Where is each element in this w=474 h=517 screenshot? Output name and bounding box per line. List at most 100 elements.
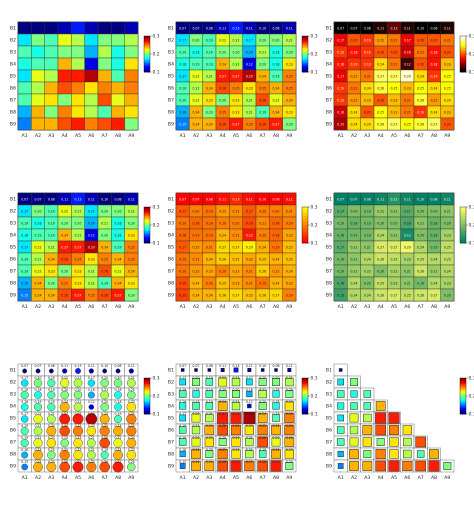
x-tick-label: A9	[444, 475, 450, 481]
heatmap-cell	[44, 21, 59, 35]
cell-value-label: 0.20	[193, 376, 200, 380]
colorbar-segment	[302, 384, 308, 386]
cell-value-label: 0.23	[75, 281, 82, 285]
cell-value-label: 0.20	[391, 221, 398, 225]
size-square	[285, 377, 294, 387]
y-tick-label: B6	[10, 257, 16, 263]
colorbar-segment	[302, 231, 308, 233]
colorbar-segment	[302, 234, 308, 236]
colorbar-tick-label: 0.1	[469, 412, 474, 418]
colorbar-segment	[460, 211, 466, 214]
y-tick-label: B1	[10, 26, 16, 32]
heatmap-cell	[31, 69, 45, 83]
pie-glyph	[86, 426, 97, 436]
cell-value-label: 0.21	[88, 269, 95, 273]
colorbar-segment	[460, 382, 466, 385]
heatmap-cell	[31, 57, 45, 71]
colorbar-segment	[302, 402, 308, 404]
cell-value-label: 0.19	[101, 281, 108, 285]
cell-value-label: 0.20	[101, 376, 108, 380]
size-square	[245, 449, 254, 459]
cell-value-label: 0.22	[193, 245, 200, 249]
cell-value-label: 0.23	[391, 98, 398, 102]
colorbar-tick-label: 0.2	[311, 52, 318, 58]
x-tick-label: A8	[115, 475, 121, 481]
cell-value-label: 0.16	[21, 448, 28, 452]
cell-value-label: 0.23	[404, 257, 411, 261]
cell-value-label: 0.18	[115, 388, 122, 392]
heatmap-cell	[97, 117, 112, 131]
cell-value-label: 0.25	[286, 412, 293, 416]
size-square	[231, 437, 241, 447]
cell-value-label: 0.25	[219, 110, 226, 114]
pie-glyph	[47, 378, 56, 388]
size-square	[231, 377, 241, 387]
cell-value-label: 0.27	[61, 412, 68, 416]
x-tick-label: A8	[431, 133, 437, 139]
cell-value-label: 0.26	[417, 98, 424, 102]
cell-value-label: 0.22	[35, 412, 42, 416]
colorbar-segment	[144, 219, 150, 221]
y-tick-label: B3	[326, 50, 332, 56]
size-square	[205, 450, 214, 458]
x-tick-label: A5	[75, 133, 81, 139]
cell-value-label: 0.21	[444, 38, 451, 42]
cell-value-label: 0.20	[391, 50, 398, 54]
pie-glyph	[115, 368, 121, 374]
colorbar-tick-label: 0.3	[469, 376, 474, 382]
cell-value-label: 0.24	[206, 293, 213, 297]
cell-value-label: 0.19	[337, 221, 344, 225]
cell-value-label: 0.10	[259, 364, 266, 368]
cell-value-label: 0.19	[193, 400, 200, 404]
cell-value-label: 0.20	[115, 376, 122, 380]
pie-glyph	[33, 414, 43, 424]
pie-glyph	[100, 378, 109, 388]
cell-value-label: 0.20	[35, 376, 42, 380]
pie-glyph	[59, 461, 70, 473]
colorbar-segment	[144, 226, 150, 229]
colorbar-segment	[144, 396, 150, 398]
cell-value-label: 0.24	[364, 86, 371, 90]
cell-value-label: 0.20	[286, 50, 293, 54]
pie-glyph	[73, 402, 83, 412]
colorbar-segment	[302, 232, 308, 235]
heatmap-cell	[97, 93, 112, 107]
colorbar-segment	[302, 39, 308, 41]
cell-value-label: 0.18	[193, 388, 200, 392]
cell-value-label: 0.07	[35, 197, 42, 201]
colorbar-segment	[460, 48, 466, 50]
cell-value-label: 0.23	[233, 269, 240, 273]
colorbar-segment	[144, 210, 150, 212]
cell-value-label: 0.08	[273, 26, 280, 30]
x-tick-label: A1	[22, 475, 28, 481]
colorbar-segment	[460, 226, 466, 229]
x-tick-label: A5	[391, 304, 397, 310]
colorbar-segment	[460, 57, 466, 59]
pie-glyph	[112, 461, 124, 473]
colorbar-segment	[460, 235, 466, 238]
cell-value-label: 0.08	[364, 26, 371, 30]
x-tick-label: A5	[233, 133, 239, 139]
cell-value-label: 0.21	[259, 50, 266, 54]
colorbar-segment	[302, 64, 308, 67]
cell-value-label: 0.19	[206, 388, 213, 392]
cell-value-label: 0.21	[391, 209, 398, 213]
cell-value-label: 0.19	[21, 269, 28, 273]
cell-value-label: 0.20	[351, 209, 358, 213]
cell-value-label: 0.13	[391, 26, 398, 30]
x-tick-label: A3	[364, 133, 370, 139]
heatmap-cell	[84, 69, 99, 83]
cell-value-label: 0.19	[193, 233, 200, 237]
cell-value-label: 0.21	[391, 38, 398, 42]
cell-value-label: 0.24	[431, 110, 438, 114]
cell-value-label: 0.26	[219, 293, 226, 297]
colorbar-segment	[144, 228, 150, 230]
size-square	[272, 390, 280, 398]
y-tick-label: B9	[10, 122, 16, 128]
colorbar-segment	[302, 67, 308, 70]
colorbar-segment	[144, 57, 150, 59]
cell-value-label: 0.21	[35, 424, 42, 428]
pie-glyph	[113, 450, 123, 460]
cell-value-label: 0.21	[233, 209, 240, 213]
y-tick-label: B4	[168, 233, 174, 239]
